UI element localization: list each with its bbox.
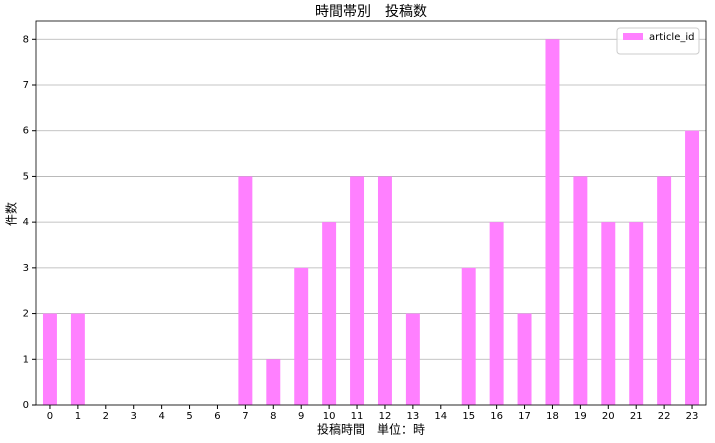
bar [629,222,644,405]
x-tick-label: 0 [47,411,53,422]
bar [70,313,85,405]
bar [42,313,57,405]
bar [350,176,365,405]
bar [685,130,700,405]
x-tick-label: 2 [103,411,109,422]
bar [377,176,392,405]
x-axis-label: 投稿時間 単位：時 [317,422,425,437]
x-tick-label: 9 [298,411,304,422]
y-tick-label: 0 [23,400,29,411]
bar [489,222,504,405]
legend-swatch [623,33,643,40]
x-tick-label: 3 [131,411,137,422]
x-tick-label: 23 [686,411,699,422]
chart-title: 時間帯別 投稿数 [315,4,427,20]
bar [405,313,420,405]
y-tick-label: 8 [23,34,29,45]
y-tick-label: 2 [23,309,29,320]
bar [461,267,476,405]
x-tick-label: 20 [602,411,615,422]
y-tick-label: 7 [23,80,29,91]
bar [601,222,616,405]
bar [517,313,532,405]
x-tick-label: 15 [462,411,475,422]
bar [573,176,588,405]
y-tick-label: 3 [23,263,29,274]
y-tick-label: 1 [23,354,29,365]
x-tick-label: 21 [630,411,643,422]
y-axis-label: 件数 [4,202,19,226]
x-tick-label: 11 [351,411,364,422]
bar [294,267,309,405]
x-tick-label: 5 [186,411,192,422]
x-tick-label: 12 [379,411,392,422]
x-tick-label: 13 [407,411,420,422]
x-tick-label: 16 [490,411,503,422]
bar [545,39,560,406]
bar [657,176,672,405]
x-tick-label: 18 [546,411,559,422]
x-tick-label: 19 [574,411,587,422]
x-tick-label: 14 [434,411,447,422]
bar [322,222,337,405]
x-tick-label: 7 [242,411,248,422]
x-tick-label: 1 [75,411,81,422]
y-tick-label: 6 [23,126,29,137]
x-tick-label: 4 [158,411,164,422]
x-tick-label: 17 [518,411,531,422]
bar [238,176,253,405]
plot-frame [35,20,707,406]
y-tick-label: 4 [23,217,29,228]
y-tick-label: 5 [23,171,29,182]
x-tick-label: 6 [214,411,220,422]
x-tick-label: 22 [658,411,671,422]
legend-label: article_id [649,32,695,43]
x-tick-label: 10 [323,411,336,422]
x-tick-label: 8 [270,411,276,422]
bar [266,359,281,405]
